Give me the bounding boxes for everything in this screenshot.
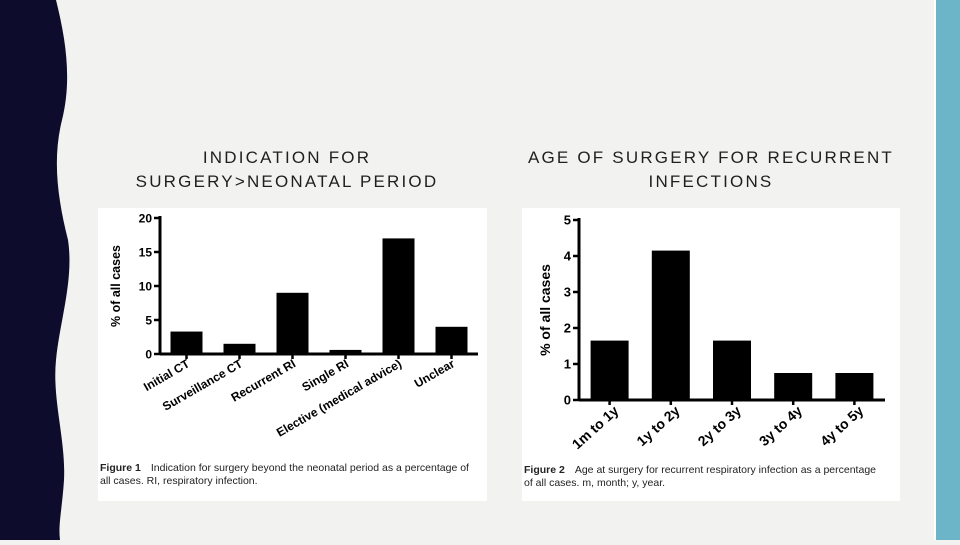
x-category-label: Unclear: [412, 356, 457, 390]
y-tick-label: 0: [145, 348, 152, 362]
y-tick-label: 0: [564, 393, 571, 408]
y-tick-label: 2: [564, 321, 571, 336]
figure-1-caption: Figure 1 Indication for surgery beyond th…: [100, 462, 470, 488]
x-category-label: 1y to 2y: [633, 402, 683, 449]
y-axis-label: % of all cases: [537, 264, 553, 356]
y-tick-label: 3: [564, 285, 571, 300]
y-tick-label: 5: [145, 314, 152, 328]
y-tick-label: 4: [564, 249, 572, 264]
accent-right-band: [936, 0, 960, 540]
bar-3: [329, 349, 362, 354]
figure-2-panel: 0 1 2 3 4 5 % of all cases 1m to 1y 1y to 2y 2y t…: [522, 208, 900, 501]
accent-separator: [934, 0, 936, 540]
figure-1-caption-text: Indication for surgery beyond the neonat…: [100, 462, 469, 487]
x-category-label: 3y to 4y: [756, 402, 806, 449]
y-tick-label: 1: [564, 357, 571, 372]
bar-1: [651, 250, 690, 400]
figure-1-caption-label: Figure 1: [100, 462, 141, 474]
bar-2: [276, 292, 309, 354]
bar-4: [835, 373, 874, 400]
y-tick-label: 20: [139, 212, 153, 226]
figure-2-chart: 0 1 2 3 4 5 % of all cases 1m to 1y 1y to 2y 2y t…: [537, 213, 885, 452]
y-tick-label: 15: [139, 246, 153, 260]
figure-1-panel: 0 5 10 15 20% of all cases Initial CT Surveill…: [98, 208, 487, 501]
left-heading: INDICATION FOR SURGERY>NEONATAL PERIOD: [135, 148, 439, 191]
figure-2-caption-text: Age at surgery for recurrent respiratory…: [524, 464, 876, 489]
bar-2: [713, 340, 751, 400]
decorative-left-band: [0, 0, 72, 540]
figure-2-caption-label: Figure 2: [524, 464, 565, 476]
y-axis-label: % of all cases: [109, 245, 123, 327]
right-heading: AGE OF SURGERY FOR RECURRENT INFECTIONS: [527, 148, 895, 191]
y-tick-label: 5: [564, 213, 571, 228]
wavy-edge-shape: [0, 0, 70, 540]
bar-1: [223, 343, 256, 354]
bar-4: [382, 238, 415, 354]
x-category-label: 4y to 5y: [817, 402, 867, 449]
x-category-label: 1m to 1y: [569, 402, 622, 452]
y-tick-label: 10: [139, 280, 153, 294]
bar-5: [435, 326, 468, 354]
bar-3: [774, 373, 813, 400]
figure-2-caption: Figure 2 Age at surgery for recurrent res…: [524, 464, 884, 490]
bar-0: [170, 331, 203, 354]
x-category-label: 2y to 3y: [695, 402, 745, 449]
bar-0: [590, 340, 629, 400]
